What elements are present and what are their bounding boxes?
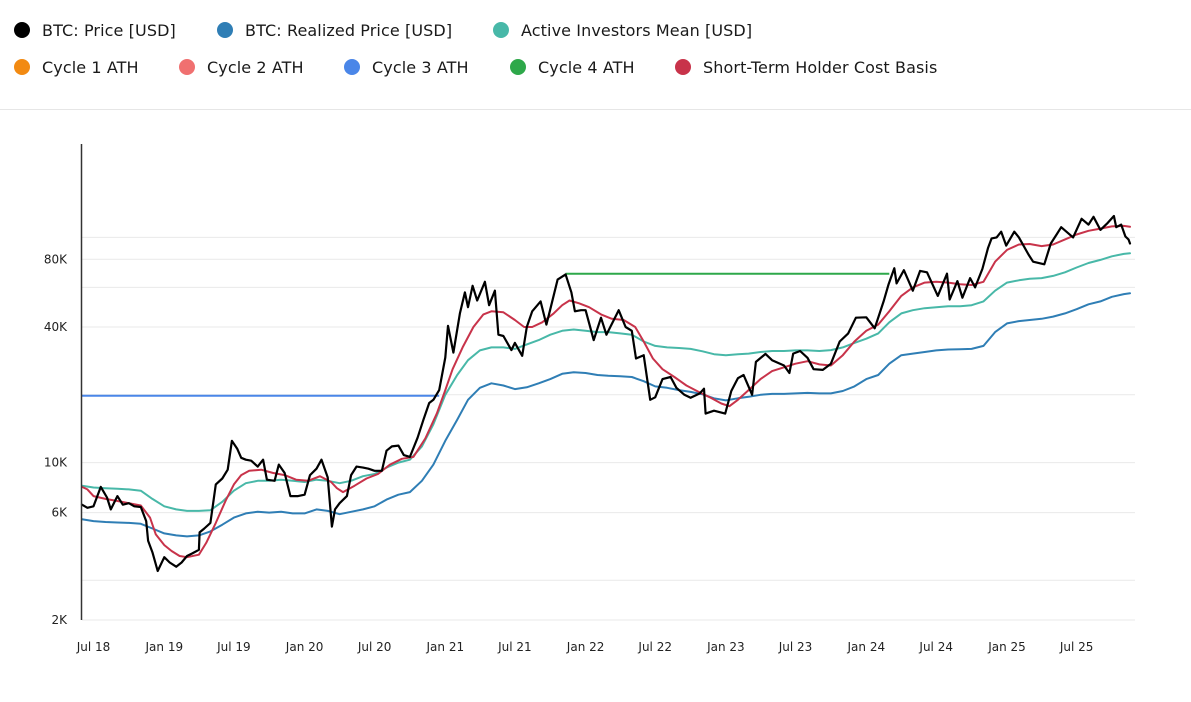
legend-item-active-investors-mean[interactable]: Active Investors Mean [USD] [493,19,752,41]
y-axis-ticks: 2K 6K 10K 40K 80K [44,252,68,627]
series-line [80,214,1132,573]
legend-item-cycle-1-ath[interactable]: Cycle 1 ATH [14,56,139,78]
ath-lines [82,272,890,397]
gridlines [82,236,1135,621]
x-tick-label: Jan 23 [706,640,745,654]
x-tick-label: Jan 21 [426,640,465,654]
x-tick-label: Jul 23 [778,640,813,654]
legend-label: BTC: Realized Price [USD] [245,20,453,40]
legend-label: Cycle 4 ATH [538,57,635,77]
x-tick-label: Jul 25 [1059,640,1094,654]
y-tick-label: 80K [44,252,68,266]
legend-item-sth-cost-basis[interactable]: Short-Term Holder Cost Basis [675,56,937,78]
legend-dot-icon [510,59,526,75]
legend-label: Short-Term Holder Cost Basis [703,57,938,77]
legend-label: Cycle 3 ATH [372,57,469,77]
legend-label: BTC: Price [USD] [42,20,176,40]
y-tick-label: 10K [44,456,68,470]
legend-item-cycle-3-ath[interactable]: Cycle 3 ATH [344,56,469,78]
legend-dot-icon [217,22,233,38]
legend-label: Cycle 2 ATH [207,57,304,77]
chart-area: 2K 6K 10K 40K 80K Jul 18 Jan 19 Jul 19 Jan 20 Ju… [0,110,1191,698]
legend-dot-icon [344,59,360,75]
x-tick-label: Jan 22 [566,640,605,654]
legend-label: Active Investors Mean [USD] [521,20,753,40]
x-tick-label: Jul 22 [637,640,672,654]
legend: BTC: Price [USD] BTC: Realized Price [US… [0,0,1191,110]
x-tick-label: Jul 18 [76,640,111,654]
legend-label: Cycle 1 ATH [42,57,139,77]
legend-dot-icon [14,59,30,75]
y-tick-label: 2K [51,613,68,627]
legend-dot-icon [179,59,195,75]
legend-dot-icon [493,22,509,38]
legend-item-cycle-2-ath[interactable]: Cycle 2 ATH [179,56,304,78]
y-tick-label: 40K [44,320,68,334]
series-line [81,252,1131,512]
legend-dot-icon [14,22,30,38]
x-tick-label: Jul 21 [497,640,532,654]
series-lines [80,214,1132,573]
series-line [81,224,1131,559]
legend-item-price[interactable]: BTC: Price [USD] [14,19,176,41]
x-tick-label: Jan 19 [145,640,184,654]
legend-item-cycle-4-ath[interactable]: Cycle 4 ATH [510,56,635,78]
x-tick-label: Jul 20 [357,640,392,654]
legend-item-realized-price[interactable]: BTC: Realized Price [USD] [217,19,452,41]
legend-dot-icon [675,59,691,75]
x-tick-label: Jan 24 [847,640,886,654]
x-tick-label: Jul 24 [918,640,953,654]
x-tick-label: Jul 19 [216,640,251,654]
x-axis-ticks: Jul 18 Jan 19 Jul 19 Jan 20 Jul 20 Jan 21 Jul … [76,640,1094,654]
y-tick-label: 6K [51,506,68,520]
x-tick-label: Jan 20 [285,640,324,654]
x-tick-label: Jan 25 [987,640,1026,654]
series-line [81,292,1131,538]
